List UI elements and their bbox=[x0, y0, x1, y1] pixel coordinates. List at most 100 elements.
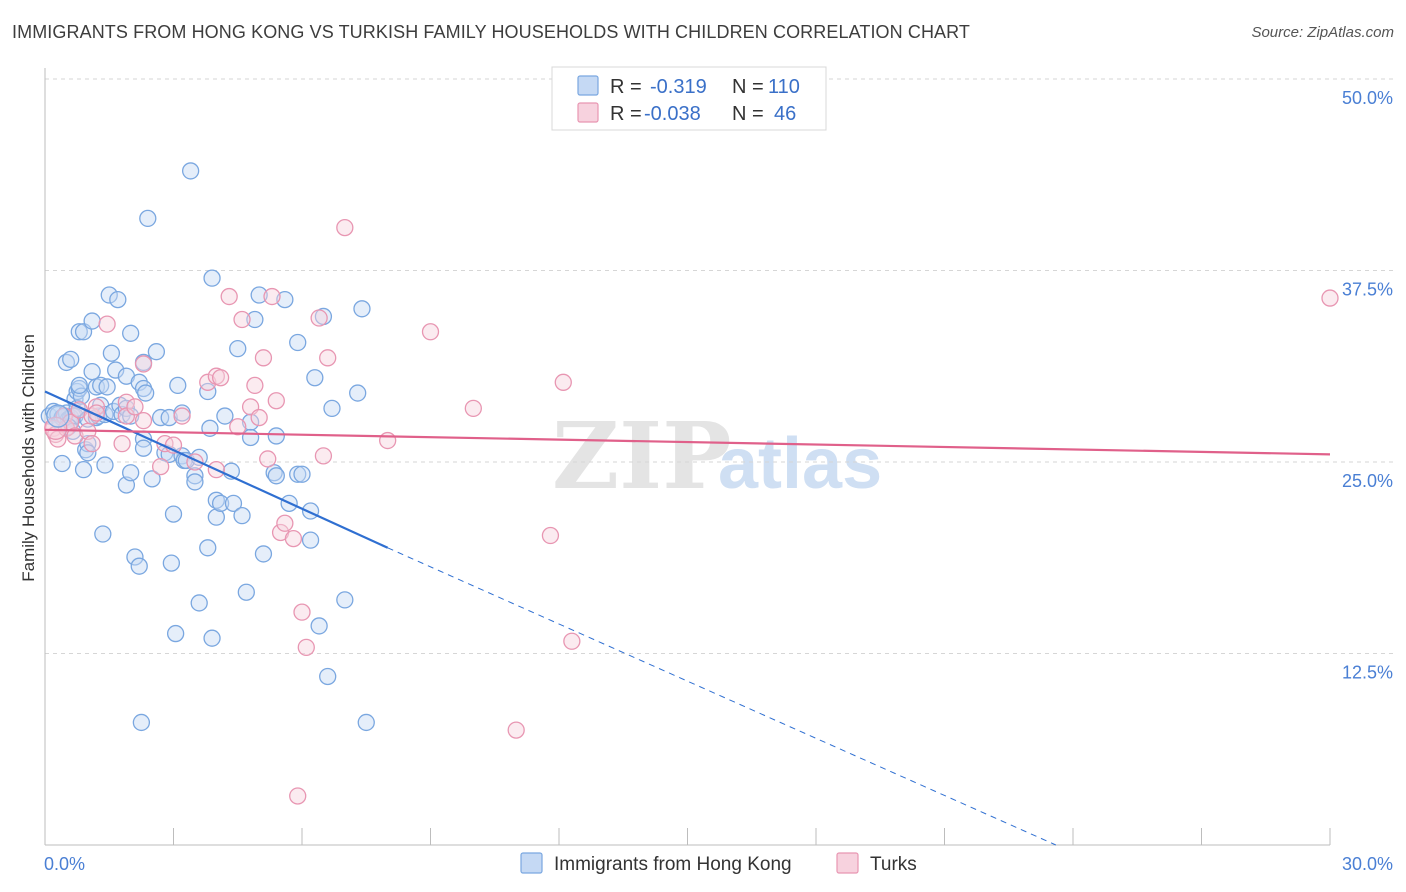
point-turks bbox=[229, 418, 247, 436]
point-turks bbox=[276, 514, 294, 532]
series-legend: Immigrants from Hong Kong Turks bbox=[520, 852, 917, 875]
point-hong-kong bbox=[301, 531, 320, 549]
point-hong-kong bbox=[94, 525, 112, 543]
chart-title: IMMIGRANTS FROM HONG KONG VS TURKISH FAM… bbox=[12, 22, 971, 42]
point-hong-kong bbox=[233, 506, 251, 525]
correlation-legend: R = -0.319 N = 110 R = -0.038 N = 46 bbox=[551, 66, 827, 131]
bottom-legend-swatch-turks bbox=[836, 852, 859, 874]
point-hong-kong bbox=[181, 162, 200, 180]
point-hong-kong bbox=[241, 413, 260, 431]
watermark-atlas: atlas bbox=[718, 424, 882, 504]
x-tick-label: 0.0% bbox=[44, 854, 85, 874]
point-turks bbox=[134, 411, 153, 430]
point-hong-kong bbox=[203, 269, 221, 287]
point-turks bbox=[297, 638, 315, 657]
point-hong-kong bbox=[160, 408, 178, 427]
point-turks bbox=[199, 373, 217, 391]
point-turks bbox=[151, 457, 170, 476]
source-label: Source: ZipAtlas.com bbox=[1251, 24, 1394, 41]
point-hong-kong bbox=[323, 399, 341, 418]
trend-line-turks bbox=[44, 428, 1331, 456]
legend-n-value-2: 46 bbox=[774, 103, 796, 125]
point-turks bbox=[314, 447, 333, 465]
point-turks bbox=[319, 349, 337, 367]
trend-line-hong-kong-extension bbox=[387, 547, 1057, 846]
point-hong-kong bbox=[203, 629, 221, 647]
point-hong-kong bbox=[139, 209, 157, 228]
point-hong-kong bbox=[79, 434, 97, 453]
point-hong-kong bbox=[74, 461, 93, 479]
point-turks bbox=[267, 392, 285, 410]
point-turks bbox=[263, 287, 281, 306]
point-hong-kong bbox=[164, 505, 183, 523]
axes bbox=[44, 68, 1331, 846]
point-hong-kong bbox=[83, 312, 101, 330]
point-hong-kong bbox=[319, 667, 337, 686]
point-hong-kong bbox=[186, 467, 204, 485]
point-turks bbox=[211, 369, 230, 387]
point-hong-kong bbox=[169, 376, 187, 395]
point-hong-kong bbox=[143, 470, 161, 488]
x-tick-label: 30.0% bbox=[1342, 854, 1393, 874]
point-hong-kong bbox=[83, 362, 101, 381]
point-hong-kong bbox=[357, 713, 375, 732]
point-turks bbox=[117, 393, 136, 411]
point-hong-kong bbox=[96, 456, 114, 474]
legend-r-label-1: R = bbox=[610, 76, 642, 98]
point-hong-kong bbox=[166, 624, 185, 643]
point-hong-kong bbox=[122, 324, 140, 342]
point-hong-kong bbox=[211, 494, 230, 513]
bottom-legend-label-hong-kong: Immigrants from Hong Kong bbox=[554, 854, 792, 875]
y-tick-label: 12.5% bbox=[1342, 663, 1393, 683]
point-hong-kong bbox=[186, 473, 204, 491]
point-turks bbox=[134, 355, 153, 373]
point-hong-kong bbox=[62, 350, 80, 369]
trend-lines bbox=[44, 390, 1331, 846]
point-hong-kong bbox=[137, 384, 155, 402]
trend-line-hong-kong bbox=[44, 390, 389, 549]
point-hong-kong bbox=[98, 378, 116, 396]
point-turks bbox=[289, 787, 307, 805]
point-hong-kong bbox=[134, 439, 153, 457]
point-turks bbox=[554, 373, 572, 391]
bottom-legend-label-turks: Turks bbox=[870, 854, 917, 875]
point-turks bbox=[293, 603, 311, 621]
point-hong-kong bbox=[224, 494, 243, 513]
y-axis-label: Family Households with Children bbox=[19, 334, 38, 582]
point-hong-kong bbox=[289, 465, 307, 483]
legend-r-value-1: -0.319 bbox=[650, 76, 707, 98]
point-hong-kong bbox=[199, 539, 217, 557]
point-hong-kong bbox=[107, 361, 125, 379]
point-hong-kong bbox=[79, 444, 97, 462]
point-turks bbox=[1321, 289, 1339, 307]
y-tick-label: 50.0% bbox=[1342, 88, 1393, 108]
point-turks bbox=[113, 434, 131, 453]
point-hong-kong bbox=[246, 310, 264, 329]
point-hong-kong bbox=[276, 290, 294, 309]
point-hong-kong bbox=[70, 323, 88, 341]
point-hong-kong bbox=[147, 343, 166, 361]
point-hong-kong bbox=[267, 427, 285, 445]
legend-swatch-turks bbox=[577, 102, 599, 123]
point-hong-kong bbox=[207, 508, 225, 526]
tick-labels: 50.0% 37.5% 25.0% 12.5% 0.0% 30.0% bbox=[44, 88, 1393, 874]
legend-n-label-2: N = bbox=[732, 103, 764, 125]
point-hong-kong bbox=[122, 407, 140, 425]
point-hong-kong bbox=[126, 548, 144, 566]
point-hong-kong bbox=[254, 545, 273, 563]
point-turks bbox=[254, 349, 273, 367]
point-turks bbox=[233, 310, 251, 329]
point-turks bbox=[541, 526, 560, 545]
point-turks bbox=[259, 450, 277, 468]
point-turks bbox=[336, 218, 354, 237]
gridlines bbox=[45, 78, 1393, 654]
point-turks bbox=[250, 408, 268, 427]
point-turks bbox=[246, 376, 264, 395]
point-hong-kong bbox=[46, 404, 70, 428]
point-hong-kong bbox=[132, 713, 151, 732]
point-hong-kong bbox=[250, 286, 268, 304]
point-hong-kong bbox=[162, 554, 181, 572]
point-turks bbox=[98, 315, 116, 333]
point-hong-kong bbox=[293, 465, 311, 483]
